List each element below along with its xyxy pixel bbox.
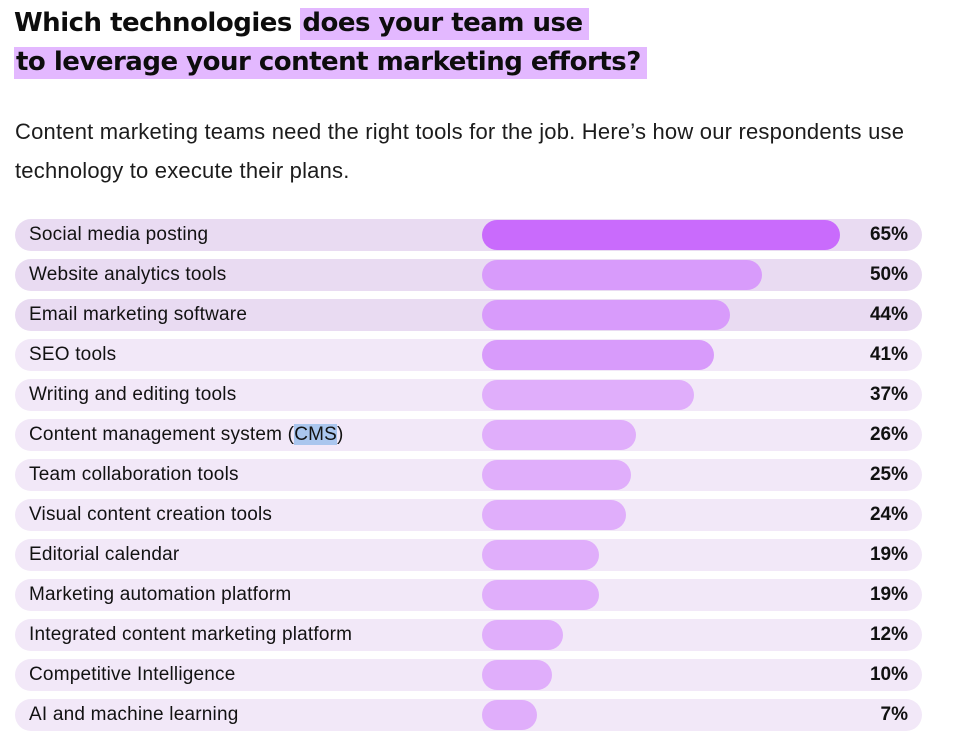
category-label: Writing and editing tools xyxy=(29,384,237,405)
title-plain-text: Which technologies xyxy=(14,8,301,38)
chart-row: Team collaboration tools 25% xyxy=(15,459,922,491)
category-label: Email marketing software xyxy=(29,304,248,325)
value-label: 50% xyxy=(869,264,908,285)
title-highlight-line2: to leverage your content marketing effor… xyxy=(14,47,647,79)
row-background xyxy=(15,259,922,291)
category-label: AI and machine learning xyxy=(29,704,239,725)
row-background xyxy=(15,659,922,691)
category-label: Visual content creation tools xyxy=(29,504,273,525)
row-background xyxy=(15,619,922,651)
value-label: 7% xyxy=(880,704,908,725)
chart-row: Competitive Intelligence 10% xyxy=(15,659,922,691)
category-label: Team collaboration tools xyxy=(29,464,239,485)
bar xyxy=(482,700,537,730)
chart-subtitle: Content marketing teams need the right t… xyxy=(15,119,905,183)
chart-title: Which technologies does your team use to… xyxy=(14,4,647,82)
value-label: 65% xyxy=(869,224,908,245)
bar xyxy=(482,380,694,410)
category-label: Editorial calendar xyxy=(29,544,180,565)
chart-row: Visual content creation tools 24% xyxy=(15,499,922,531)
row-background xyxy=(15,419,922,451)
category-label: Integrated content marketing platform xyxy=(29,624,353,645)
chart-row: Content management system (CMS) 26% xyxy=(15,419,922,451)
row-background xyxy=(15,459,922,491)
value-label: 25% xyxy=(869,464,908,485)
value-label: 10% xyxy=(869,664,908,685)
chart-row: AI and machine learning 7% xyxy=(15,699,922,731)
bar xyxy=(482,500,626,530)
value-label: 19% xyxy=(869,544,908,565)
chart-row: Website analytics tools 50% xyxy=(15,259,922,291)
row-background xyxy=(15,539,922,571)
value-label: 12% xyxy=(869,624,908,645)
chart-row: Writing and editing tools 37% xyxy=(15,379,922,411)
row-background xyxy=(15,379,922,411)
row-background xyxy=(15,339,922,371)
category-label: Social media posting xyxy=(29,224,209,245)
chart-row: Marketing automation platform 19% xyxy=(15,579,922,611)
chart-row: Editorial calendar 19% xyxy=(15,539,922,571)
category-label: Content management system (CMS) xyxy=(29,424,344,445)
value-label: 26% xyxy=(869,424,908,445)
value-label: 41% xyxy=(869,344,908,365)
bar xyxy=(482,460,631,490)
chart-row: Email marketing software 44% xyxy=(15,299,922,331)
chart-row: SEO tools 41% xyxy=(15,339,922,371)
bar xyxy=(482,540,600,570)
category-label: Marketing automation platform xyxy=(29,584,292,605)
value-label: 24% xyxy=(869,504,908,525)
bar xyxy=(482,420,636,450)
bar xyxy=(482,660,553,690)
category-label: Website analytics tools xyxy=(29,264,227,285)
bar xyxy=(482,580,600,610)
bar xyxy=(482,300,731,330)
value-label: 44% xyxy=(869,304,908,325)
text-selection: CMS xyxy=(294,424,338,445)
bar xyxy=(482,220,840,250)
bar xyxy=(482,340,715,370)
category-label: SEO tools xyxy=(29,344,117,365)
row-background xyxy=(15,299,922,331)
category-label: Competitive Intelligence xyxy=(29,664,236,685)
chart-row: Social media posting 65% xyxy=(15,219,922,251)
bar xyxy=(482,260,762,290)
chart-row: Integrated content marketing platform 12% xyxy=(15,619,922,651)
row-background xyxy=(15,579,922,611)
value-label: 37% xyxy=(869,384,908,405)
title-highlight-line1: does your team use xyxy=(300,8,589,40)
value-label: 19% xyxy=(869,584,908,605)
row-background xyxy=(15,499,922,531)
bar xyxy=(482,620,563,650)
